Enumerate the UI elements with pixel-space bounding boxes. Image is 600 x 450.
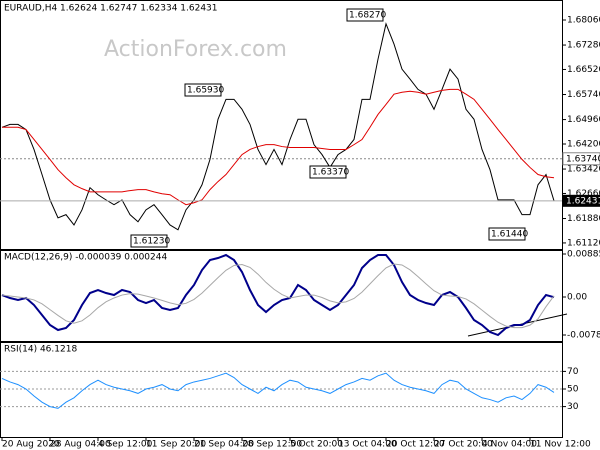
annotation-box bbox=[184, 83, 222, 97]
rsi-panel bbox=[0, 342, 563, 438]
x-tick-label: 28 Aug 04:00 bbox=[50, 440, 111, 450]
annotation: 1.61230 bbox=[133, 237, 170, 247]
annotation-box bbox=[309, 165, 347, 179]
x-tick-label: 5 Oct 20:00 bbox=[290, 440, 343, 450]
series-line bbox=[1, 253, 555, 337]
x-tick-label: 11 Nov 12:00 bbox=[530, 440, 591, 450]
y-tick-label: 1.61880 bbox=[567, 214, 600, 224]
y-tick-label: 1.64960 bbox=[567, 115, 600, 125]
series-line bbox=[1, 263, 555, 329]
annotation: 1.68270 bbox=[349, 11, 386, 21]
x-tick-label: 20 Aug 2020 bbox=[2, 440, 60, 450]
macd-panel bbox=[0, 250, 563, 342]
annotation-box bbox=[346, 8, 384, 22]
x-tick-label: 20 Oct 12:00 bbox=[386, 440, 445, 450]
x-tick-label: 21 Sep 04:00 bbox=[194, 440, 254, 450]
last-price-box bbox=[563, 194, 600, 207]
y-tick-label: -0.007826 bbox=[567, 330, 600, 340]
chart-title: EURAUD,H4 1.62624 1.62747 1.62334 1.6243… bbox=[4, 4, 218, 14]
x-tick-label: 13 Oct 04:00 bbox=[338, 440, 397, 450]
y-tick-label: 1.66520 bbox=[567, 65, 600, 75]
price-panel bbox=[0, 0, 563, 250]
y-tick-label: 1.67280 bbox=[567, 41, 600, 51]
y-tick-label: 1.61120 bbox=[567, 238, 600, 248]
x-tick-label: 4 Sep 12:00 bbox=[98, 440, 153, 450]
macd-title: MACD(12,26,9) -0.000039 0.000244 bbox=[4, 253, 167, 263]
watermark: ActionForex.com bbox=[104, 37, 287, 62]
x-tick-label: 11 Sep 20:00 bbox=[146, 440, 206, 450]
x-tick-label: 28 Sep 12:00 bbox=[242, 440, 302, 450]
y-tick-label: 50 bbox=[567, 385, 579, 395]
y-tick-label: 0.00 bbox=[567, 293, 587, 303]
annotation-box bbox=[488, 227, 526, 241]
level-label-box bbox=[562, 152, 600, 166]
y-tick-label: 1.64200 bbox=[567, 139, 600, 149]
annotation: 1.65930 bbox=[187, 86, 224, 96]
y-tick-label: 30 bbox=[567, 402, 579, 412]
y-tick-label: 1.65740 bbox=[567, 90, 600, 100]
series-line bbox=[1, 22, 555, 231]
y-tick-label: 1.63420 bbox=[567, 165, 600, 175]
annotation-box bbox=[130, 234, 168, 248]
x-tick-label: 4 Nov 04:00 bbox=[482, 440, 537, 450]
y-tick-label: 70 bbox=[567, 367, 579, 377]
x-tick-label: 27 Oct 20:00 bbox=[434, 440, 493, 450]
annotation: 1.63370 bbox=[312, 168, 349, 178]
y-tick-label: 0.008859 bbox=[567, 250, 600, 260]
series-line bbox=[2, 88, 555, 206]
level-label: 1.63740 bbox=[566, 154, 600, 164]
last-price-label: 1.62431 bbox=[566, 196, 600, 206]
y-tick-label: 1.68060 bbox=[567, 15, 600, 25]
annotation: 1.61440 bbox=[491, 230, 528, 240]
rsi-title: RSI(14) 46.1218 bbox=[4, 345, 77, 355]
series-line bbox=[1, 372, 555, 409]
y-tick-label: 1.62660 bbox=[567, 189, 600, 199]
